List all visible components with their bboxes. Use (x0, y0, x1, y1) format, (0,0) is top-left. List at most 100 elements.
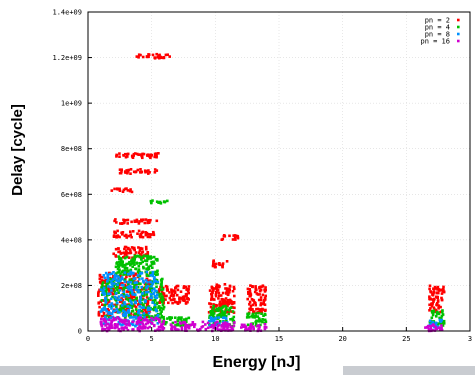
data-point (121, 263, 124, 267)
data-point (208, 314, 212, 318)
data-point (211, 291, 214, 295)
data-point (106, 322, 109, 326)
data-point (113, 219, 116, 223)
data-point (217, 291, 221, 295)
data-point (260, 312, 263, 315)
data-point (133, 284, 136, 287)
data-point (206, 321, 210, 325)
data-point (120, 168, 123, 171)
data-point (159, 283, 163, 286)
data-point (141, 316, 145, 320)
data-point (228, 309, 231, 312)
data-point (219, 304, 223, 307)
data-point (122, 314, 125, 317)
data-point (251, 285, 254, 289)
data-point (154, 308, 158, 311)
data-point (224, 317, 228, 320)
data-point (214, 293, 218, 296)
data-point (128, 189, 132, 193)
data-point (122, 292, 126, 295)
data-point (123, 284, 127, 288)
data-point (160, 315, 164, 319)
data-point (227, 323, 231, 326)
data-point (105, 283, 109, 287)
data-point (224, 287, 227, 290)
y-tick-label: 6e+08 (61, 191, 82, 199)
data-point (138, 304, 142, 308)
data-point (121, 304, 124, 307)
data-point (127, 288, 131, 291)
data-point (121, 282, 124, 285)
data-point (438, 318, 442, 322)
data-point (145, 247, 148, 251)
data-point (152, 261, 155, 264)
data-point (145, 270, 149, 274)
data-point (147, 311, 151, 315)
data-point (437, 304, 441, 307)
data-point (220, 324, 224, 327)
data-point (121, 265, 125, 268)
data-point (208, 324, 212, 327)
data-point (221, 300, 225, 303)
data-point (100, 324, 104, 327)
data-point (162, 294, 166, 298)
data-point (134, 305, 138, 309)
data-point (127, 168, 131, 172)
data-point (138, 220, 141, 223)
data-point (115, 279, 118, 282)
data-point (107, 316, 111, 320)
data-point (144, 169, 147, 173)
data-point (226, 310, 230, 314)
data-point (437, 326, 441, 329)
data-point (102, 293, 106, 296)
data-point (129, 251, 133, 255)
data-point (126, 290, 130, 293)
data-point (128, 256, 131, 259)
data-point (222, 328, 225, 331)
data-point (129, 281, 133, 284)
data-point (170, 290, 174, 294)
data-point (125, 297, 129, 301)
data-point (118, 322, 121, 326)
data-point (246, 313, 249, 317)
data-point (114, 297, 118, 300)
data-point (191, 321, 195, 324)
data-point (137, 303, 140, 306)
data-point (98, 273, 102, 277)
data-point (142, 152, 146, 156)
data-point (115, 285, 119, 288)
x-tick-label: 10 (211, 335, 219, 343)
data-point (121, 260, 124, 263)
data-point (221, 322, 225, 325)
data-point (97, 314, 101, 317)
data-point (137, 311, 140, 315)
data-point (130, 296, 134, 299)
data-point (132, 295, 136, 299)
data-point (104, 299, 107, 303)
data-point (126, 189, 130, 192)
data-point (217, 297, 220, 300)
data-point (154, 270, 157, 274)
data-point (254, 287, 257, 290)
data-point (213, 287, 216, 290)
data-point (130, 306, 134, 309)
data-point (156, 280, 160, 284)
data-point (178, 297, 181, 301)
data-point (112, 318, 116, 322)
data-point (254, 312, 257, 315)
data-point (225, 319, 228, 323)
data-point (176, 284, 180, 288)
data-point (440, 328, 444, 332)
data-point (123, 302, 127, 306)
data-point (153, 155, 156, 159)
data-point (207, 311, 211, 314)
data-point (129, 272, 132, 276)
data-point (183, 298, 186, 301)
legend-label: pn = 16 (420, 38, 450, 46)
data-point (113, 277, 117, 280)
data-point (254, 285, 257, 288)
data-point (246, 297, 249, 301)
data-point (170, 292, 174, 296)
data-point (140, 258, 143, 261)
data-point (254, 303, 257, 307)
